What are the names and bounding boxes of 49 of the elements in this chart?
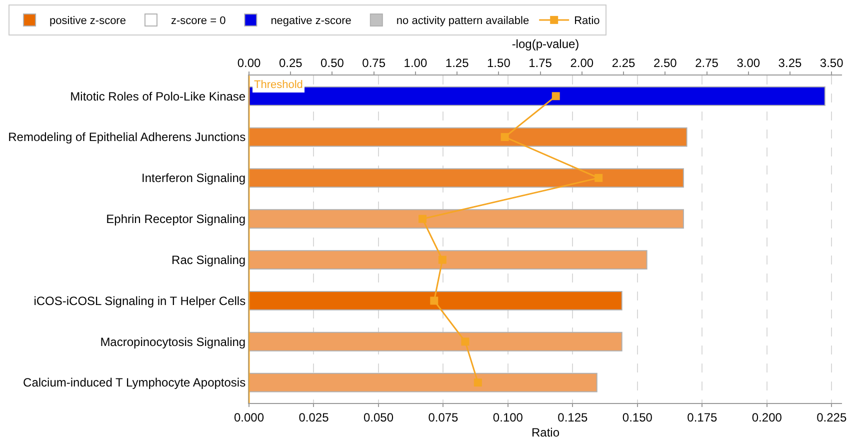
- x2-tick-label: 2.50: [653, 56, 678, 70]
- point: [552, 92, 560, 100]
- point: [474, 378, 482, 387]
- legend-label: z-score = 0: [170, 15, 226, 28]
- ref-line-label: Threshold: [254, 79, 303, 91]
- y-tick-label: Calcium-induced T Lymphocyte Apoptosis: [23, 376, 246, 390]
- point: [418, 214, 426, 223]
- x2-tick-label: 0.00: [237, 56, 261, 70]
- y-tick-label: Mitotic Roles of Polo-Like Kinase: [70, 89, 246, 104]
- legend-label: negative z-score: [270, 15, 352, 28]
- x-tick-label: 0.175: [687, 410, 718, 424]
- x-tick-label: 0.075: [428, 410, 459, 424]
- x2-tick-label: 1.00: [404, 56, 428, 70]
- x-tick-label: 0.050: [363, 410, 394, 424]
- x2-tick-label: 3.00: [736, 56, 760, 70]
- point: [500, 133, 509, 142]
- x-tick-label: 0.100: [492, 410, 524, 424]
- x2-tick-label: 3.50: [820, 56, 844, 70]
- legend-label: no activity pattern available: [396, 15, 530, 28]
- x2-tick-label: 1.50: [487, 56, 511, 70]
- x2-tick-label: 1.25: [445, 56, 470, 70]
- legend-label: positive z-score: [50, 15, 126, 28]
- x-axis-title: Ratio: [531, 425, 560, 440]
- point: [430, 296, 438, 305]
- x2-tick-label: 1.75: [528, 56, 552, 70]
- x2-tick-label: 2.75: [695, 56, 719, 70]
- y-tick-label: Remodeling of Epithelial Adherens Junctions: [8, 130, 246, 144]
- x2-tick-label: 0.50: [320, 56, 344, 70]
- point: [438, 256, 446, 264]
- x2-tick-label: 2.25: [612, 56, 636, 70]
- y-tick-label: iCOS-iCOSL Signaling in T Helper Cells: [34, 294, 246, 308]
- x2-tick-label: 0.75: [362, 56, 386, 70]
- x-tick-label: 0.125: [558, 410, 588, 424]
- y-tick-label: Interferon Signaling: [142, 171, 246, 186]
- x-tick-label: 0.150: [622, 410, 653, 424]
- x2-tick-label: 0.25: [278, 56, 303, 70]
- legend-label: Ratio: [574, 15, 600, 28]
- x2-tick-label: 2.00: [570, 56, 594, 70]
- x-tick-label: 0.225: [816, 410, 847, 424]
- point: [594, 174, 603, 182]
- x-tick-label: 0.000: [234, 410, 264, 424]
- x2-tick-label: 3.25: [778, 56, 802, 70]
- x-tick-label: 0.200: [752, 410, 782, 424]
- point: [461, 338, 470, 346]
- x-tick-label: 0.025: [298, 410, 330, 424]
- y-tick-label: Ephrin Receptor Signaling: [106, 212, 246, 226]
- y-tick-label: Rac Signaling: [172, 252, 246, 267]
- y-tick-label: Macropinocytosis Signaling: [100, 334, 246, 349]
- x2-axis-title: -log(p-value): [512, 37, 580, 52]
